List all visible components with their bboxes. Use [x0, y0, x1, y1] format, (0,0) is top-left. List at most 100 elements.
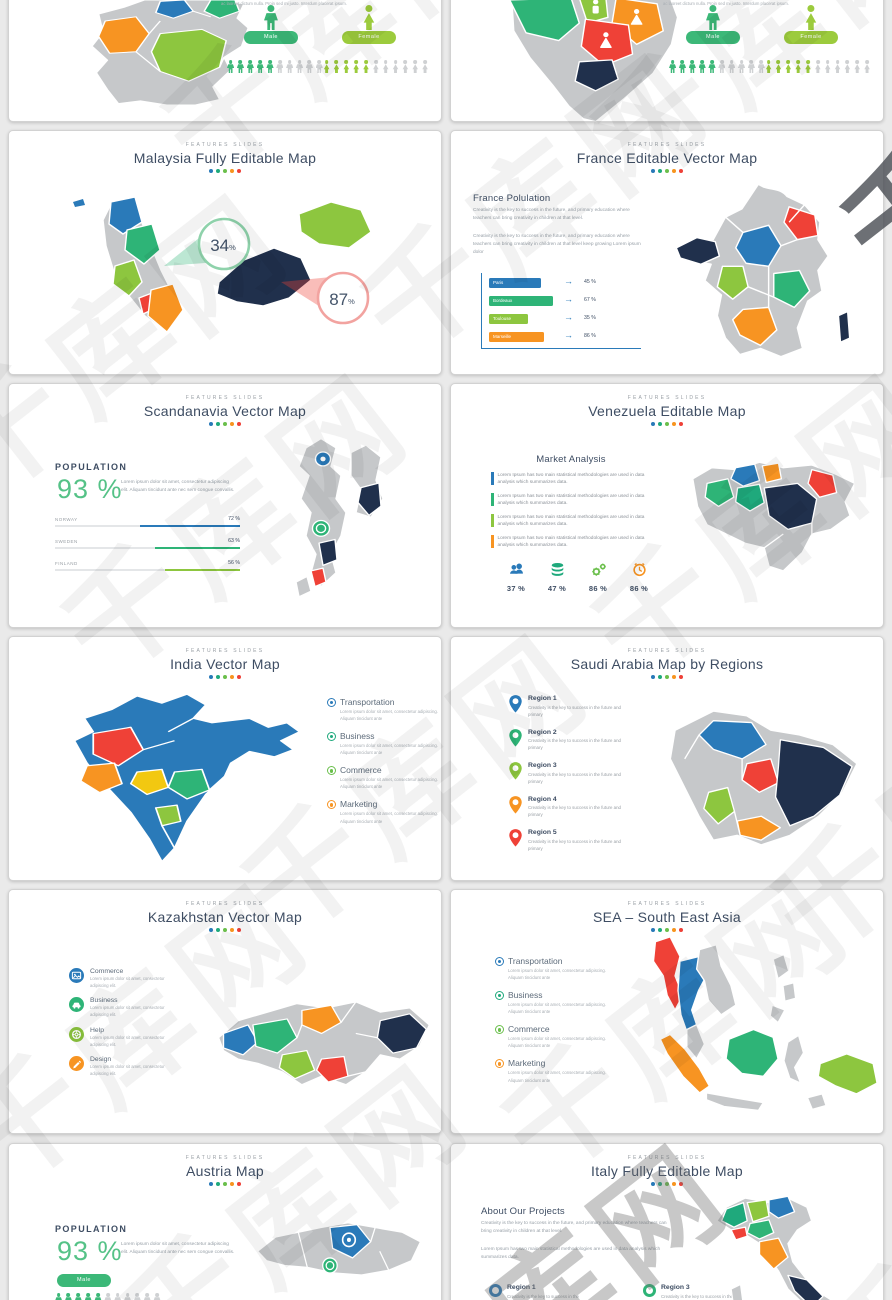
person-pictogram-icon: [362, 60, 369, 73]
male-button[interactable]: Male: [57, 1274, 111, 1287]
person-pictogram-icon: [669, 60, 676, 73]
title-dot: [237, 675, 242, 679]
person-pictogram-icon: [402, 60, 409, 73]
map-pin-icon: [509, 829, 522, 847]
slide-header: Features Slides Italy Fully Editable Map: [451, 1155, 883, 1187]
person-pictogram-icon: [804, 60, 811, 73]
region-text: Creativity is the key to success in the …: [528, 771, 621, 784]
car-icon: [69, 997, 84, 1013]
legend-item: Marketing Lorem ipsum dolor sit amet, con…: [327, 799, 441, 824]
country-percent: 56 %: [228, 560, 240, 566]
person-pictogram-icon: [372, 60, 379, 73]
title-dot: [665, 1182, 669, 1186]
slide-header: Features Slides Scandanavia Vector Map: [9, 395, 441, 427]
bar-value: 35 %: [584, 315, 596, 321]
slide-thumbnail-malaysia[interactable]: Features Slides Malaysia Fully Editable …: [8, 130, 442, 375]
male-button[interactable]: Male: [686, 31, 740, 44]
service-sub: Lorem ipsum dolor sit amet, consectetur …: [90, 976, 165, 988]
male-button[interactable]: Male: [244, 31, 298, 44]
person-pictogram-icon: [824, 60, 831, 73]
section-heading: Market Analysis: [536, 454, 606, 465]
bullet-text: Lorem Ipsum has two main statistical met…: [497, 514, 645, 527]
title-dots: [9, 675, 441, 680]
paragraph: Lorem Ipsum has two main statistical met…: [481, 1247, 661, 1260]
slide-thumbnail-venezuela[interactable]: Features Slides Venezuela Editable Map M…: [450, 383, 884, 628]
section-heading: About Our Projects: [481, 1206, 565, 1217]
person-pictogram-icon: [227, 60, 234, 73]
slide-thumbnail-italy[interactable]: Features Slides Italy Fully Editable Map…: [450, 1143, 884, 1300]
slide-thumbnail-brazil[interactable]: ac laoreet dictum nulla. Proin sed mi ju…: [450, 0, 884, 122]
map-legend: Transportation Lorem ipsum dolor sit amet…: [327, 697, 441, 834]
features-caption: Features Slides: [627, 142, 707, 148]
title-dot: [679, 169, 684, 173]
person-pictogram-icon: [814, 60, 821, 73]
population-bar-chart: Paris 45 % Bordeaux 67 % Toulouse 35 % M…: [481, 273, 641, 349]
title-dot: [672, 422, 677, 426]
person-pictogram-icon: [718, 60, 725, 73]
slide-thumbnail-saudi-arabia[interactable]: Features Slides Saudi Arabia Map by Regi…: [450, 636, 884, 881]
region-item: Region 3 Creativity is the key to success…: [509, 762, 624, 785]
bullet-bar: [491, 513, 494, 527]
region-name: Region 1: [528, 695, 557, 702]
legend-item: Transportation Lorem ipsum dolor sit amet…: [495, 956, 612, 981]
arrow-icon: [564, 276, 573, 286]
person-pictogram-icon: [257, 60, 264, 73]
person-pictogram-icon: [775, 60, 782, 73]
service-item: Help Lorem ipsum dolor sit amet, consecte…: [69, 1026, 182, 1048]
title-dot: [657, 675, 662, 679]
person-pictogram-icon: [421, 60, 428, 73]
title-dot: [672, 1182, 677, 1186]
slide-title: Venezuela Editable Map: [588, 403, 746, 419]
slide-thumbnail-india[interactable]: Features Slides India Vector Map Transpo…: [8, 636, 442, 881]
stat-users: 37 %: [503, 562, 529, 593]
title-dot: [679, 675, 684, 679]
male-pictogram-row: [227, 60, 325, 73]
title-dot: [665, 675, 669, 679]
slide-thumbnail-kazakhstan[interactable]: Features Slides Kazakhstan Vector Map Co…: [8, 889, 442, 1134]
female-button[interactable]: Female: [342, 31, 396, 44]
features-caption: Features Slides: [627, 395, 707, 401]
person-pictogram-icon: [765, 60, 772, 73]
title-dots: [451, 422, 883, 427]
image-icon: [69, 968, 84, 983]
population-text: Lorem ipsum dolor sit amet, consectetur …: [121, 480, 235, 493]
title-dots: [9, 169, 441, 174]
female-button[interactable]: Female: [784, 31, 838, 44]
progress-row: FINLAND 56 %: [55, 560, 240, 571]
bar-value: 86 %: [584, 333, 596, 339]
slide-header: Features Slides France Editable Vector M…: [451, 142, 883, 174]
map-pin-icon: [509, 728, 522, 747]
marketing-ring-icon: [495, 1059, 504, 1069]
country-percent: 63 %: [228, 538, 240, 544]
commerce-ring-icon: [327, 766, 336, 776]
person-pictogram-icon: [728, 60, 735, 73]
legend-item: Commerce Lorem ipsum dolor sit amet, cons…: [327, 765, 441, 790]
service-label: Commerce: [90, 968, 124, 975]
bullet-item: Lorem Ipsum has two main statistical met…: [491, 492, 653, 507]
callout-87: 87%: [329, 290, 355, 309]
person-pictogram-icon: [296, 60, 303, 73]
slide-title: Malaysia Fully Editable Map: [133, 150, 317, 166]
slide-thumbnail-france[interactable]: Features Slides France Editable Vector M…: [450, 130, 884, 375]
person-pictogram-icon: [708, 60, 715, 73]
progress-track: [55, 547, 240, 549]
person-pictogram-icon: [247, 60, 254, 73]
person-pictogram-icon: [104, 1293, 111, 1300]
progress-fill: [165, 569, 240, 571]
region-ring-icon: [489, 1284, 502, 1297]
market-bullet-list: Lorem Ipsum has two main statistical met…: [491, 472, 653, 556]
service-item: Business Lorem ipsum dolor sit amet, cons…: [69, 997, 182, 1018]
slide-thumbnail-sea[interactable]: Features Slides SEA – South East Asia Tr…: [450, 889, 884, 1134]
female-figure-icon: [362, 5, 376, 30]
slide-thumbnail-scandanavia[interactable]: Features Slides Scandanavia Vector Map P…: [8, 383, 442, 628]
slide-thumbnail-germany[interactable]: ac laoreet dictum nulla. Proin sed mi ju…: [8, 0, 442, 122]
title-dot: [215, 675, 220, 679]
title-dot: [230, 422, 235, 426]
slide-thumbnail-austria[interactable]: Features Slides Austria Map POPULATION 9…: [8, 1143, 442, 1300]
stat-clock: 86 %: [626, 562, 652, 593]
region-text: Creativity is the key to success in the …: [528, 704, 621, 717]
transportation-ring-icon: [495, 957, 504, 966]
population-text: Lorem ipsum dolor sit amet, consectetur …: [121, 1242, 235, 1255]
bar-value: 45 %: [584, 279, 596, 285]
title-dot: [657, 928, 662, 932]
